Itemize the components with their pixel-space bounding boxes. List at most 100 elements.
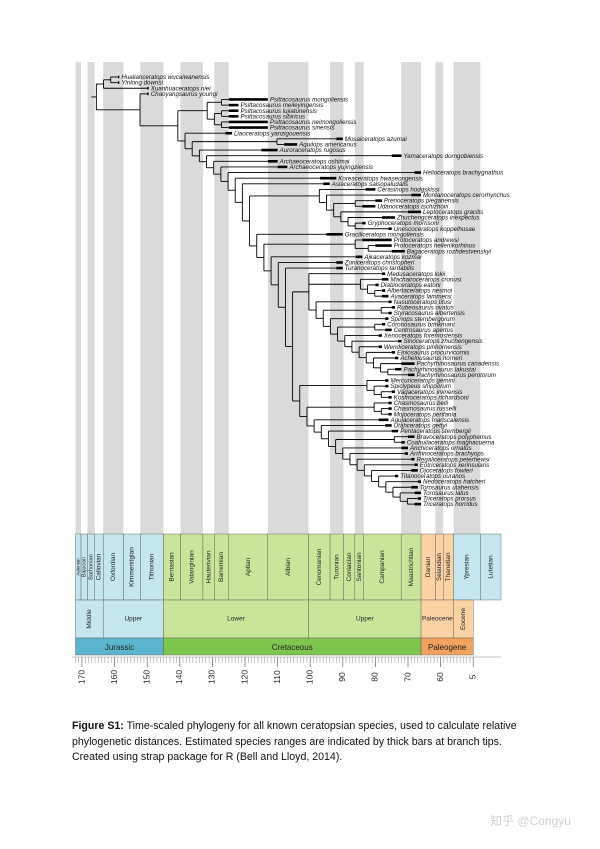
stage-label: Selandian xyxy=(436,553,443,581)
species-label: Asiaceratops salsopaludalis xyxy=(331,181,408,188)
species-label: Zuniceratops christopheri xyxy=(344,260,415,267)
species-label: Anchiceratops ornatus xyxy=(409,445,472,452)
species-label: Xuanhuaceratops niei xyxy=(150,85,211,92)
epoch-cell xyxy=(102,599,164,639)
species-label: Protoceratops hellenikorhinus xyxy=(394,243,476,250)
species-label: Eotriceratops xerinsularis xyxy=(420,462,489,469)
species-label: Pachyrhinosaurus canadensis xyxy=(417,361,500,368)
stage-band xyxy=(180,62,203,534)
species-label: Bravoceratops polyphemus xyxy=(417,434,492,441)
epoch-label: Eocene xyxy=(460,608,467,630)
species-label: Torosaurus utahensis xyxy=(420,484,479,491)
species-label: Ojoceratops fowleri xyxy=(420,468,474,475)
stage-label: Bathonian xyxy=(89,554,95,580)
figure-caption-text: Time-scaled phylogeny for all known cera… xyxy=(72,720,517,763)
species-label: Titanoceratops ouranos xyxy=(400,473,465,480)
stage-band xyxy=(75,62,82,534)
stage-label: Ypresian xyxy=(464,554,471,580)
species-label: Avaceratops lammersi xyxy=(389,293,452,300)
species-label: Chaoyangsaurus youngi xyxy=(151,91,218,98)
stage-label: Lutetian xyxy=(487,555,494,579)
species-label: Xenoceratops foremostensis xyxy=(383,333,462,340)
species-label: Kosmoceratops richardsoni xyxy=(394,394,470,401)
species-label: Nedoceratops hatcheri xyxy=(423,479,486,486)
stage-label: Maastrichtian xyxy=(408,547,415,586)
axis-tick-label: 80 xyxy=(370,672,380,682)
species-label: Chasmosaurus belli xyxy=(394,400,449,407)
species-label: Turanoceratops tardabilis xyxy=(345,265,414,272)
species-label: Achelousaurus horneri xyxy=(399,355,463,362)
species-label: Auroraceratops rugosus xyxy=(279,147,346,154)
axis-tick-label: 70 xyxy=(402,672,412,682)
species-label: Liaoceratops yanzigouensis xyxy=(234,130,310,137)
species-label: Psittacosaurus meileyingensis xyxy=(240,102,323,109)
species-label: Psittacosaurus sibiricus xyxy=(240,113,305,120)
species-label: Bagaceratops rozhdestvenskyi xyxy=(407,248,492,255)
stage-label: Callovian xyxy=(96,553,103,580)
species-label: Leptoceratops gracilis xyxy=(423,209,483,216)
species-label: Mosaiceratops azumai xyxy=(345,136,408,143)
species-label: Centrosaurus apertus xyxy=(394,327,454,334)
stage-label: Cenomanian xyxy=(316,548,323,585)
stage-label: Campanian xyxy=(379,550,386,584)
species-label: Helioceratops brachygnathus xyxy=(423,170,503,177)
species-label: Chasmosaurus russelli xyxy=(394,406,457,413)
species-label: Mercuriceratops gemini xyxy=(390,378,455,385)
species-label: Cerasinops hodgskissi xyxy=(377,187,440,194)
species-label: Coronosaurus brinkmani xyxy=(387,321,455,328)
species-label: Unescoceratops koppelhusae xyxy=(394,226,476,233)
watermark: 知乎 @Congyu xyxy=(490,814,571,828)
species-label: Medusaceratops lokii xyxy=(387,271,446,278)
stage-cell xyxy=(228,533,269,601)
species-label: Styracosaurus albertensis xyxy=(394,310,465,317)
period-cell xyxy=(420,637,474,656)
axis-tick-label: 140 xyxy=(174,670,184,684)
species-label: Spinops sternbergorum xyxy=(390,316,454,323)
epoch-cell xyxy=(308,599,422,639)
species-label: Diabloceratops eatoni xyxy=(381,282,441,289)
species-label: Psittacosaurus mongoliensis xyxy=(270,97,348,104)
species-label: Montanoceratops cerorhynchus xyxy=(423,192,510,199)
stage-band xyxy=(103,62,124,534)
species-label: Machairoceratops cronusi xyxy=(390,276,461,283)
stage-label: Kimmeridgian xyxy=(129,547,136,587)
stage-cell xyxy=(363,533,402,601)
axis-tick-label: 130 xyxy=(207,670,217,684)
species-label: Zhuchengceratops inexpectus xyxy=(396,215,480,222)
time-axis: 170 160 150 140 130 120 110 100 90 80 70 60 5 xyxy=(72,656,501,684)
epoch-label: Upper xyxy=(356,616,375,623)
species-label: Archaeoceratops oshimai xyxy=(279,158,350,165)
epoch-cell xyxy=(75,599,104,639)
species-label: Utahceratops gettyi xyxy=(394,423,448,430)
stage-label: Hauterivian xyxy=(205,550,212,583)
stage-band xyxy=(435,62,444,534)
species-label: Psittacosaurus sinensis xyxy=(270,125,335,132)
period-label: Paleogene xyxy=(428,643,467,652)
species-label: Archaeoceratops yujingziensis xyxy=(288,164,373,171)
stage-label: Thanetian xyxy=(445,552,452,581)
stage-label: Oxfordian xyxy=(110,553,117,582)
period-label: Cretaceous xyxy=(272,643,313,652)
stage-label: Turonian xyxy=(333,554,340,580)
species-label: Spiclypeus shipporum xyxy=(390,383,451,390)
stage-label: Berriasian xyxy=(169,552,176,582)
species-label: Einiosaurus procurvicornis xyxy=(397,349,470,356)
epoch-label: Upper xyxy=(124,616,143,623)
axis-tick-label: 5 xyxy=(467,674,477,679)
species-label: Mojoceratops perifania xyxy=(394,411,457,418)
species-label: Rubeosaurus ovatus xyxy=(397,305,454,312)
species-label: Vagaceratops irvinensis xyxy=(397,389,462,396)
stage-band xyxy=(140,62,164,534)
species-label: Torosaurus latus xyxy=(423,490,469,497)
species-label: Psittacosaurus lujiatunensis xyxy=(240,108,316,115)
stage-cell xyxy=(480,533,502,601)
epoch-cell xyxy=(420,599,454,639)
species-label: Yinlong downsi xyxy=(121,80,163,87)
stage-label: Santonian xyxy=(356,552,363,582)
epoch-label: Paleocene xyxy=(422,616,453,623)
species-label: Ajkaceratops kozmai xyxy=(363,254,422,261)
epoch-label: Lower xyxy=(227,616,246,623)
stage-label: Albian xyxy=(285,558,292,576)
stage-band xyxy=(214,62,229,534)
